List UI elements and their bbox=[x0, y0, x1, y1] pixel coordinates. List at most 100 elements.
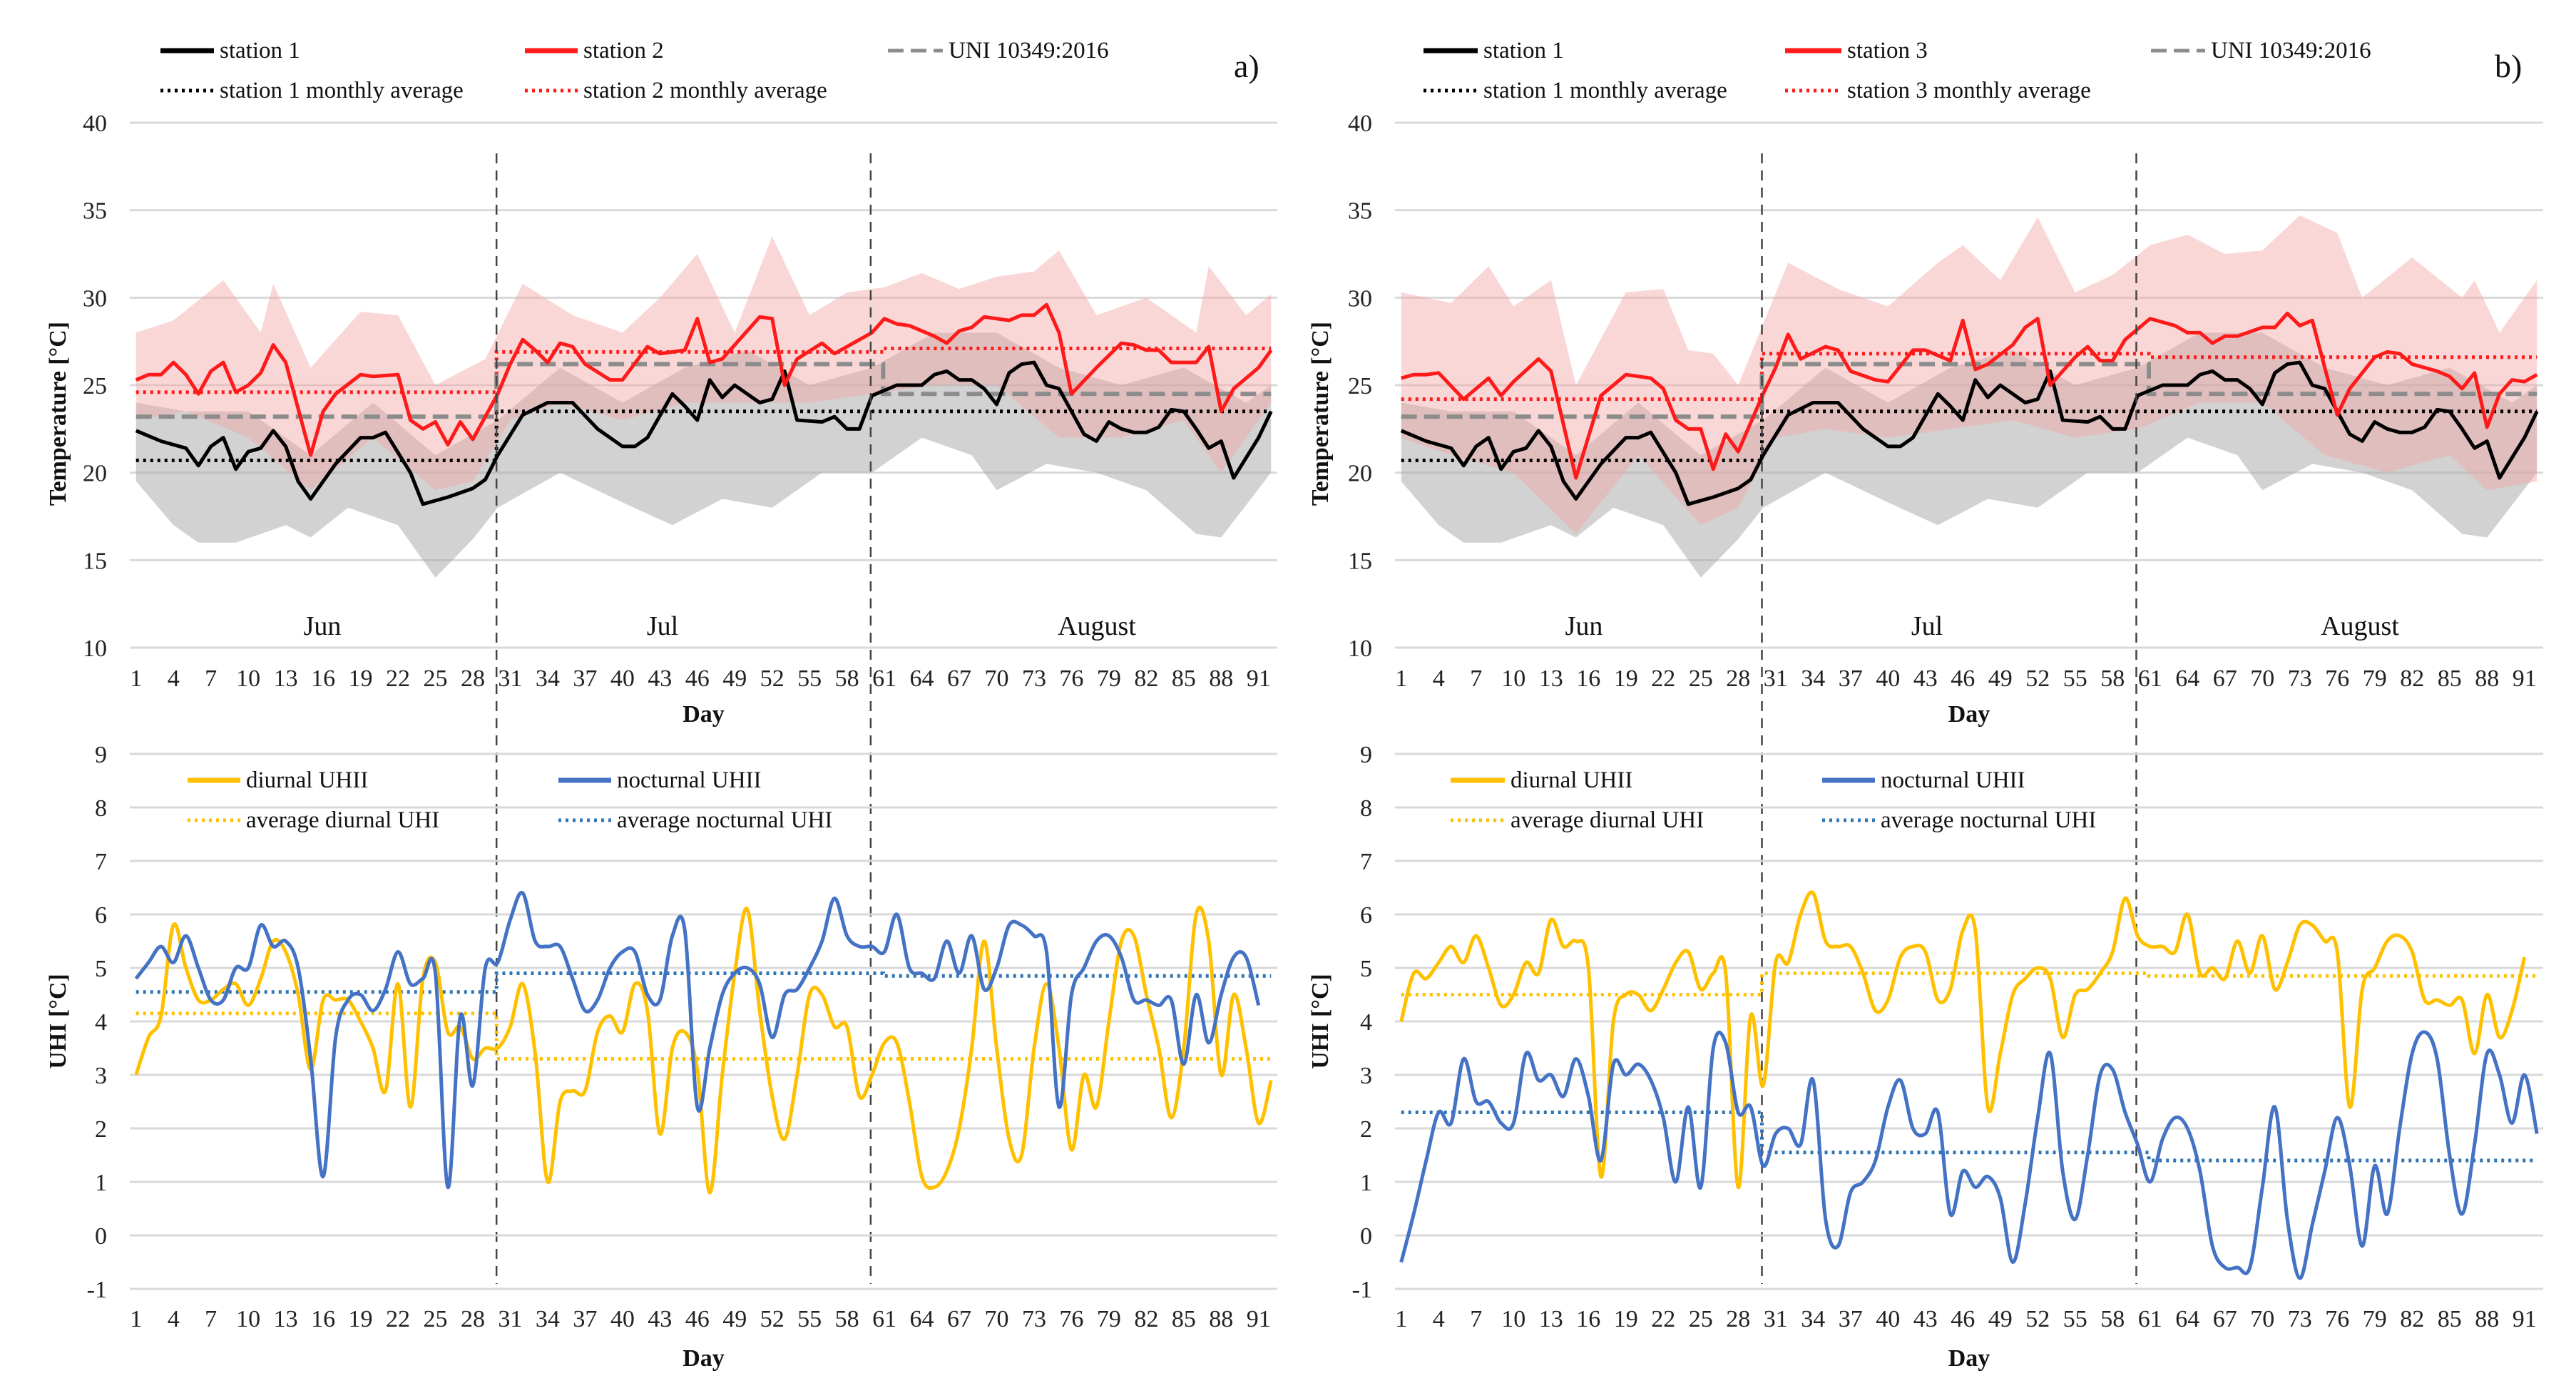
x-tick-label: 91 bbox=[1247, 1306, 1271, 1332]
y-tick-label: 30 bbox=[83, 285, 107, 312]
legend-label: station 1 bbox=[1483, 38, 1564, 63]
x-tick-label: 52 bbox=[2025, 1306, 2050, 1332]
y-tick-label: 6 bbox=[95, 902, 107, 929]
y-axis-title: UHI [°C] bbox=[1307, 974, 1334, 1069]
x-tick-label: 7 bbox=[205, 1306, 217, 1332]
legend-label: station 1 bbox=[220, 38, 300, 63]
x-tick-label: 22 bbox=[1651, 1306, 1675, 1332]
y-tick-label: 1 bbox=[95, 1170, 107, 1196]
average-line-1 bbox=[136, 971, 1272, 994]
legend-item: station 1 bbox=[1424, 38, 1564, 63]
x-tick-label: 67 bbox=[2213, 1306, 2237, 1332]
x-tick-label: 67 bbox=[2213, 665, 2237, 692]
y-tick-label: 15 bbox=[83, 548, 107, 574]
legend-label: diurnal UHII bbox=[1511, 767, 1632, 793]
x-tick-label: 88 bbox=[1209, 665, 1233, 692]
legend-item: station 3 bbox=[1785, 38, 1928, 63]
x-tick-label: 76 bbox=[2325, 1306, 2349, 1332]
x-tick-label: 25 bbox=[1689, 1306, 1713, 1332]
x-tick-label: 31 bbox=[1764, 1306, 1788, 1332]
legend-label: average nocturnal UHI bbox=[1881, 807, 2096, 833]
x-tick-label: 67 bbox=[947, 1306, 971, 1332]
y-tick-label: 7 bbox=[95, 849, 107, 875]
average-line-1 bbox=[1401, 352, 2537, 402]
x-tick-label: 58 bbox=[835, 1306, 859, 1332]
series-line-1 bbox=[135, 302, 1273, 457]
series-line-1 bbox=[1401, 311, 2538, 480]
x-tick-label: 25 bbox=[423, 1306, 447, 1332]
legend: diurnal UHII nocturnal UHII average diurna… bbox=[188, 767, 832, 833]
y-axis-title: UHI [°C] bbox=[45, 974, 71, 1069]
x-tick-label: 85 bbox=[2438, 665, 2462, 692]
legend-item: average nocturnal UHI bbox=[558, 807, 832, 833]
x-tick-label: 61 bbox=[872, 1306, 896, 1332]
legend-label: diurnal UHII bbox=[246, 767, 368, 793]
x-tick-label: 7 bbox=[205, 665, 217, 692]
x-tick-label: 19 bbox=[1614, 1306, 1638, 1332]
x-tick-label: 13 bbox=[274, 1306, 298, 1332]
series-line-1 bbox=[1399, 1030, 2539, 1280]
legend-label: UNI 10349:2016 bbox=[2211, 38, 2371, 63]
x-tick-label: 76 bbox=[1059, 665, 1083, 692]
panel-label: b) bbox=[2495, 48, 2522, 84]
x-tick-label: 37 bbox=[573, 1306, 597, 1332]
x-tick-label: 10 bbox=[1501, 665, 1525, 692]
x-tick-label: 19 bbox=[349, 665, 373, 692]
y-tick-label: 6 bbox=[1360, 902, 1372, 929]
legend-label: station 1 monthly average bbox=[1483, 78, 1727, 103]
legend-label: average diurnal UHI bbox=[246, 807, 439, 833]
x-tick-label: 64 bbox=[910, 665, 934, 692]
month-label: August bbox=[2321, 611, 2399, 641]
x-tick-label: 10 bbox=[236, 1306, 260, 1332]
legend-item: nocturnal UHII bbox=[1822, 767, 2025, 793]
average-line-1 bbox=[1401, 1111, 2537, 1163]
x-tick-label: 34 bbox=[1801, 665, 1825, 692]
x-tick-label: 46 bbox=[1951, 665, 1975, 692]
x-tick-label: 61 bbox=[2138, 1306, 2162, 1332]
x-tick-label: 55 bbox=[797, 665, 822, 692]
x-tick-label: 49 bbox=[1988, 1306, 2013, 1332]
x-tick-label: 55 bbox=[2063, 1306, 2087, 1332]
y-tick-label: 1 bbox=[1360, 1170, 1372, 1196]
legend-label: station 3 monthly average bbox=[1847, 78, 2091, 103]
x-tick-label: 52 bbox=[760, 665, 784, 692]
x-tick-label: 49 bbox=[1988, 665, 2013, 692]
x-tick-label: 16 bbox=[1576, 665, 1600, 692]
average-line-2 bbox=[136, 362, 1272, 419]
legend-label: UNI 10349:2016 bbox=[949, 38, 1109, 63]
x-tick-label: 22 bbox=[386, 665, 410, 692]
y-tick-label: 40 bbox=[83, 111, 107, 137]
y-tick-label: 9 bbox=[95, 742, 107, 768]
x-tick-label: 73 bbox=[2288, 1306, 2312, 1332]
x-tick-label: 67 bbox=[947, 665, 971, 692]
legend-label: nocturnal UHII bbox=[617, 767, 762, 793]
legend-item: UNI 10349:2016 bbox=[2151, 38, 2371, 63]
y-tick-label: 25 bbox=[83, 373, 107, 399]
x-tick-label: 1 bbox=[130, 1306, 142, 1332]
x-tick-label: 16 bbox=[311, 665, 335, 692]
legend-item: nocturnal UHII bbox=[558, 767, 762, 793]
x-tick-label: 10 bbox=[236, 665, 260, 692]
month-label: Jun bbox=[1565, 611, 1603, 641]
legend-item: average diurnal UHI bbox=[188, 807, 439, 833]
x-tick-label: 88 bbox=[2475, 1306, 2499, 1332]
y-tick-label: 35 bbox=[83, 198, 107, 225]
series-line-0 bbox=[134, 905, 1273, 1195]
x-axis-title: Day bbox=[683, 1345, 725, 1372]
x-tick-label: 4 bbox=[1433, 665, 1445, 692]
x-tick-label: 43 bbox=[648, 665, 672, 692]
x-tick-label: 28 bbox=[461, 1306, 485, 1332]
legend-item: average diurnal UHI bbox=[1451, 807, 1704, 833]
x-tick-label: 4 bbox=[168, 665, 180, 692]
x-tick-label: 82 bbox=[2400, 1306, 2424, 1332]
x-tick-label: 28 bbox=[1726, 1306, 1750, 1332]
y-axis-title: Temperature [°C] bbox=[45, 322, 71, 506]
legend-item: station 1 bbox=[160, 38, 300, 63]
series-line-0 bbox=[1399, 890, 2527, 1190]
x-tick-label: 13 bbox=[1539, 665, 1563, 692]
y-tick-label: 0 bbox=[1360, 1223, 1372, 1250]
x-tick-label: 70 bbox=[984, 1306, 1008, 1332]
legend-label: station 3 bbox=[1847, 38, 1928, 63]
